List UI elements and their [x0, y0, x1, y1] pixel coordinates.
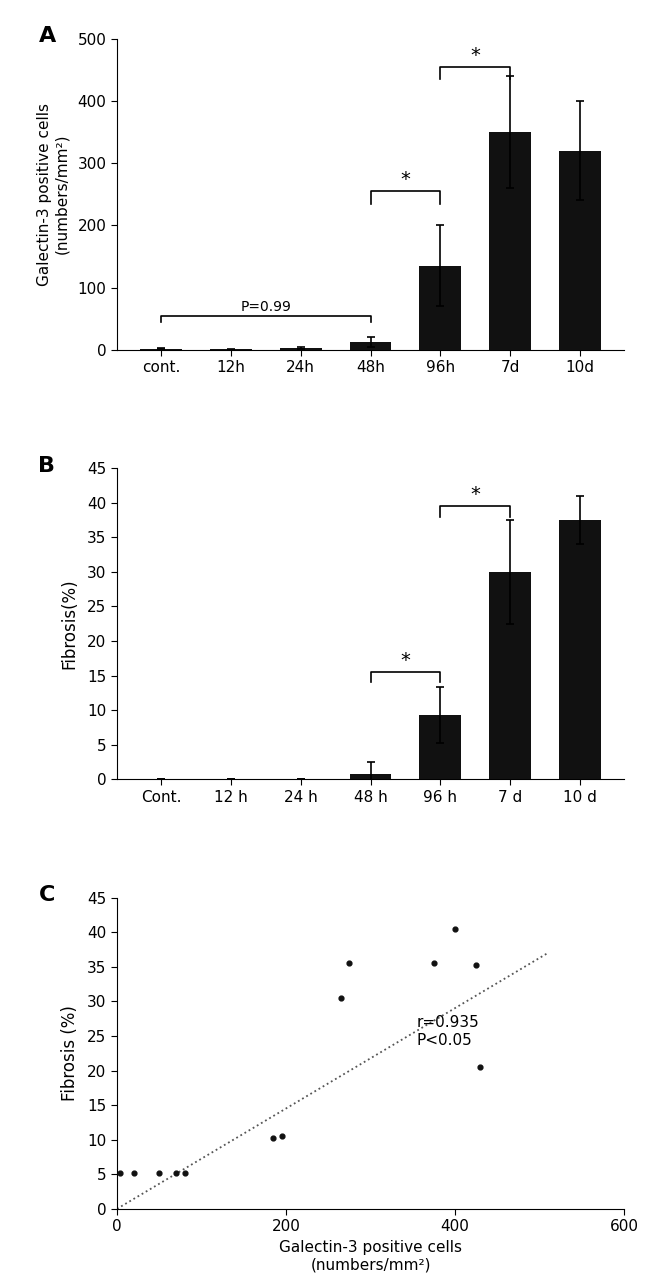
Bar	[419, 266, 461, 350]
Bar	[350, 342, 391, 350]
Text: *: *	[471, 46, 480, 64]
Text: A: A	[38, 26, 56, 46]
Point	[471, 954, 481, 975]
Point	[114, 1163, 125, 1183]
X-axis label: Galectin-3 positive cells
(numbers/mm²): Galectin-3 positive cells (numbers/mm²)	[279, 1240, 462, 1272]
Point	[179, 1163, 190, 1183]
Text: *: *	[400, 170, 410, 189]
Y-axis label: Fibrosis (%): Fibrosis (%)	[61, 1006, 79, 1101]
Point	[344, 953, 355, 974]
Text: r=0.935
P<0.05: r=0.935 P<0.05	[417, 1015, 480, 1048]
Point	[129, 1163, 139, 1183]
Bar	[559, 520, 601, 779]
Point	[154, 1163, 164, 1183]
Point	[171, 1163, 181, 1183]
Y-axis label: Galectin-3 positive cells
(numbers/mm²): Galectin-3 positive cells (numbers/mm²)	[37, 103, 70, 285]
Point	[335, 988, 346, 1008]
Text: *: *	[471, 485, 480, 504]
Text: C: C	[38, 885, 55, 905]
Bar	[489, 132, 531, 350]
Point	[268, 1128, 279, 1148]
Text: P=0.99: P=0.99	[240, 300, 291, 314]
Bar	[419, 715, 461, 779]
Point	[276, 1127, 287, 1147]
Bar	[559, 150, 601, 350]
Text: B: B	[38, 455, 55, 476]
Point	[450, 918, 460, 939]
Bar	[489, 572, 531, 779]
Point	[475, 1057, 486, 1078]
Bar	[280, 349, 322, 350]
Y-axis label: Fibrosis(%): Fibrosis(%)	[61, 579, 79, 669]
Point	[429, 953, 439, 974]
Text: *: *	[400, 651, 410, 670]
Bar	[350, 774, 391, 779]
